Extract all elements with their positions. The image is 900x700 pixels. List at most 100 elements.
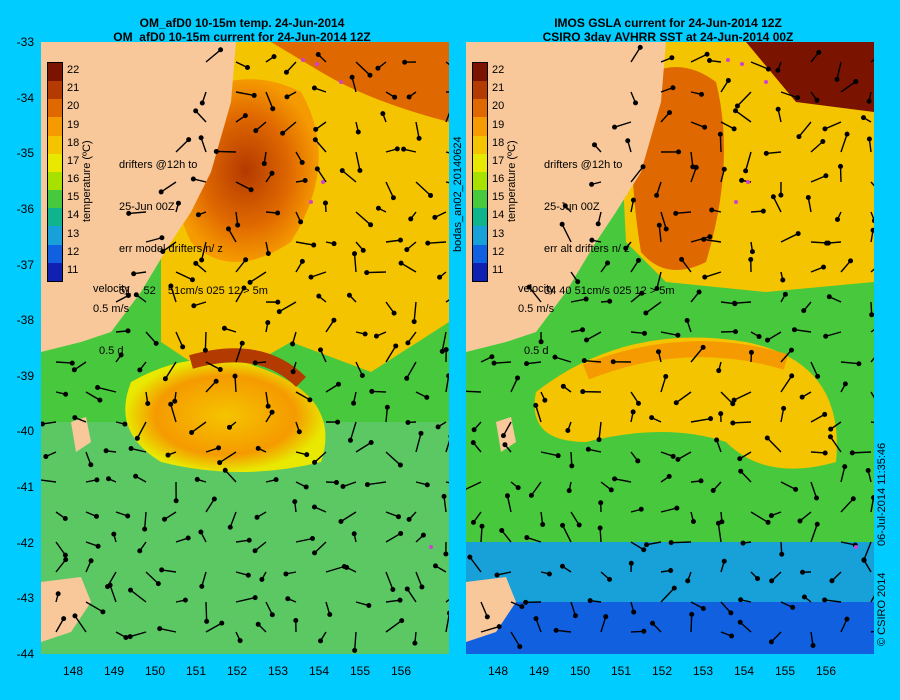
current-arrow [870, 630, 874, 633]
current-arrow [170, 404, 177, 423]
current-arrow-head [689, 611, 695, 617]
current-arrow-head [391, 310, 397, 316]
current-arrow [340, 511, 357, 523]
current-arrow [780, 349, 792, 363]
current-arrow-head [737, 619, 743, 625]
current-arrow [353, 631, 357, 651]
current-arrow-head [364, 482, 370, 488]
colorbar-swatch [473, 99, 487, 118]
current-arrow [74, 615, 87, 633]
current-arrow-head [778, 192, 784, 198]
current-arrow-head [781, 405, 787, 411]
current-arrow-head [595, 221, 601, 227]
current-arrow-head [552, 354, 558, 360]
current-arrow-head [572, 613, 578, 619]
current-arrow-head [765, 337, 771, 343]
current-arrow-head [829, 578, 835, 584]
current-arrow-head [838, 163, 844, 169]
current-arrow-head [641, 330, 647, 336]
current-arrow-head [607, 298, 613, 304]
current-arrow [406, 361, 417, 379]
current-arrow-head [494, 572, 500, 578]
current-arrow-head [71, 367, 77, 373]
current-arrow-head [585, 446, 591, 452]
current-arrow-head [316, 293, 322, 299]
current-arrow-head [216, 445, 222, 451]
australia-land [41, 42, 236, 352]
current-arrow-head [193, 108, 199, 114]
current-arrow-head [243, 257, 249, 263]
current-arrow-head [269, 612, 275, 618]
current-arrow-head [734, 103, 740, 109]
current-arrow-head [314, 166, 320, 172]
colorbar-tick-label: 13 [67, 227, 80, 240]
current-arrow-head [559, 563, 565, 569]
current-arrow-head [780, 277, 786, 283]
current-arrow [295, 391, 311, 401]
current-arrow-head [340, 484, 346, 490]
current-arrow-head [270, 106, 276, 112]
current-arrow-head [293, 618, 299, 624]
current-arrow-head [625, 138, 631, 144]
current-arrow-head [698, 91, 704, 97]
current-arrow-head [424, 394, 430, 400]
current-arrow-head [290, 369, 296, 375]
current-arrow-head [848, 258, 854, 264]
current-arrow [445, 598, 449, 603]
current-arrow [205, 498, 215, 513]
tasmania-land [466, 577, 516, 642]
current-arrow-head [866, 98, 872, 104]
y-tick-label: -41 [16, 480, 34, 495]
current-arrow-head [583, 296, 589, 302]
current-arrow-head [866, 136, 872, 142]
current-arrow [191, 421, 207, 434]
current-arrow-head [553, 627, 559, 633]
current-arrow-head [690, 518, 696, 524]
current-arrow [810, 141, 824, 153]
current-arrow [385, 532, 402, 543]
current-arrow-head [308, 274, 314, 280]
current-arrow-head [671, 585, 677, 591]
current-arrow-head [404, 375, 410, 381]
current-arrow-head [704, 51, 710, 57]
current-arrow [145, 237, 163, 243]
current-arrow-head [217, 460, 223, 466]
colorbar-tick-label: 11 [492, 263, 504, 276]
current-arrow-head [714, 437, 720, 443]
island [496, 417, 516, 452]
x-tick-label: 154 [733, 664, 755, 678]
x-tick-label: 151 [185, 664, 207, 678]
current-arrow-head [185, 535, 191, 541]
colorbar-swatch [48, 135, 62, 154]
current-arrow-head [631, 609, 637, 615]
current-arrow-head [94, 477, 100, 483]
left-current-arrows [41, 47, 449, 653]
left-drifters-info: drifters @12h to 25-Jun 00Z err model dr… [119, 130, 268, 326]
current-arrow [554, 356, 572, 363]
current-arrow-head [667, 110, 673, 116]
current-arrow-head [566, 488, 572, 494]
current-arrow-head [399, 618, 405, 624]
current-arrow-head [871, 218, 874, 224]
current-arrow-head [127, 634, 133, 640]
current-arrow [675, 391, 692, 404]
current-arrow-head [789, 373, 795, 379]
current-arrow-head [302, 178, 308, 184]
current-arrow-head [292, 499, 298, 505]
current-arrow-head [398, 260, 404, 266]
colorbar-tick-label: 16 [67, 173, 80, 186]
current-arrow [772, 196, 782, 213]
current-arrow-head [733, 108, 739, 114]
current-arrow-head [269, 409, 275, 415]
current-arrow-head [159, 235, 165, 241]
left-drifters-line1: drifters @12h to [119, 159, 198, 171]
current-arrow-head [95, 384, 101, 390]
current-arrow-head [668, 567, 674, 573]
colorbar-swatch [473, 208, 487, 227]
current-arrow-head [359, 373, 365, 379]
current-arrow-head [871, 495, 874, 501]
x-tick-label: 155 [774, 664, 796, 678]
current-arrow-head [261, 161, 267, 167]
current-arrow-head [232, 373, 238, 379]
right-map-canvas [466, 42, 874, 654]
